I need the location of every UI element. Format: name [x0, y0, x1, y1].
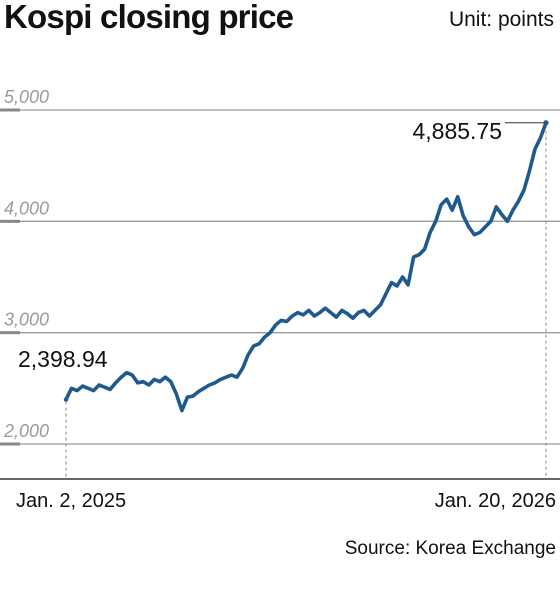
guide-layer — [65, 122, 547, 479]
start-value-label: 2,398.94 — [18, 346, 108, 372]
y-tick-mark — [0, 331, 20, 335]
y-tick-label: 5,000 — [4, 87, 49, 107]
y-tick-label: 3,000 — [4, 310, 49, 330]
end-value-label: 4,885.75 — [412, 118, 502, 144]
x-start-label: Jan. 2, 2025 — [16, 490, 126, 512]
y-tick-label: 2,000 — [3, 421, 49, 441]
unit-label: Unit: points — [448, 8, 554, 31]
y-tick-mark — [0, 442, 20, 446]
x-end-label: Jan. 20, 2026 — [435, 490, 556, 512]
start-point — [63, 397, 69, 402]
kospi-series-line — [64, 120, 548, 413]
chart-title: Kospi closing price — [4, 0, 294, 35]
grid-layer: 5,000 4,000 3,000 2,000 — [0, 87, 560, 480]
y-tick-mark — [0, 219, 20, 223]
end-point — [543, 120, 549, 126]
series-layer — [63, 120, 549, 413]
source-note: Source: Korea Exchange — [344, 538, 556, 559]
label-layer: 2,398.94 4,885.75 Jan. 2, 2025 Jan. 20, 202… — [16, 118, 556, 512]
y-tick-mark — [0, 108, 20, 112]
y-tick-label: 4,000 — [4, 198, 49, 218]
